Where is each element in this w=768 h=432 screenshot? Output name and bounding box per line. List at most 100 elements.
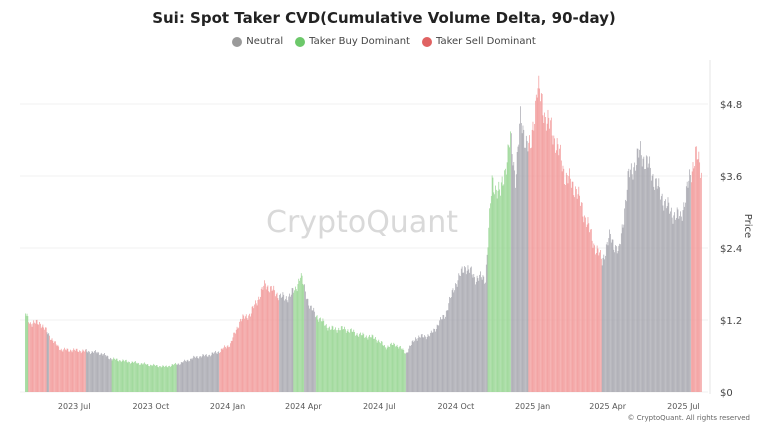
bar-neutral	[280, 293, 281, 392]
bar-buy	[385, 347, 386, 392]
bar-neutral	[200, 357, 202, 392]
bar-neutral	[630, 169, 631, 392]
bar-neutral	[471, 274, 473, 392]
bar-neutral	[474, 277, 475, 392]
bar-buy	[395, 346, 396, 392]
bar-buy	[389, 346, 390, 392]
bar-sell	[563, 168, 565, 392]
bar-neutral	[483, 276, 485, 392]
bar-sell	[559, 148, 560, 392]
bar-sell	[530, 148, 531, 392]
bar-sell	[68, 351, 70, 392]
bar-neutral	[210, 356, 211, 392]
bar-neutral	[180, 364, 181, 392]
bar-neutral	[618, 245, 620, 392]
bar-buy	[158, 367, 160, 392]
bar-neutral	[286, 300, 288, 392]
bar-buy	[317, 319, 319, 392]
bar-neutral	[677, 209, 679, 392]
bar-sell	[32, 323, 34, 392]
bar-sell	[268, 291, 270, 392]
bar-sell	[695, 146, 696, 392]
bar-sell	[537, 88, 539, 392]
bar-neutral	[515, 187, 516, 392]
bar-buy	[331, 325, 333, 392]
bar-buy	[175, 362, 176, 392]
bar-buy	[350, 328, 352, 392]
bar-sell	[274, 290, 275, 392]
bar-buy	[509, 147, 510, 392]
bar-buy	[487, 247, 489, 392]
bar-buy	[171, 364, 173, 392]
legend-item-neutral[interactable]: Neutral	[232, 36, 283, 47]
bar-neutral	[217, 352, 219, 392]
bar-sell	[30, 322, 31, 392]
bar-neutral	[213, 353, 215, 392]
bar-neutral	[102, 355, 104, 392]
bar-sell	[550, 117, 552, 393]
bar-buy	[401, 349, 403, 392]
bar-neutral	[511, 154, 513, 392]
bar-neutral	[193, 355, 195, 392]
bar-sell	[220, 348, 222, 392]
y-tick-label: $3.6	[720, 172, 742, 183]
bar-neutral	[107, 356, 109, 392]
bar-neutral	[670, 207, 672, 392]
bar-neutral	[108, 358, 110, 392]
bar-neutral	[602, 257, 604, 392]
bar-sell	[53, 342, 55, 392]
bar-buy	[395, 346, 397, 392]
bar-buy	[123, 360, 125, 392]
bar-buy	[121, 361, 123, 392]
bar-neutral	[454, 290, 455, 392]
bar-neutral	[615, 246, 617, 392]
bar-sell	[275, 296, 276, 392]
bar-buy	[380, 341, 382, 392]
bar-neutral	[100, 352, 102, 392]
bar-buy	[300, 277, 301, 392]
bar-neutral	[436, 324, 438, 392]
bar-sell	[248, 315, 250, 392]
bar-sell	[555, 152, 556, 392]
bar-buy	[396, 344, 398, 392]
bar-sell	[58, 346, 60, 392]
bar-buy	[122, 359, 124, 392]
bar-buy	[340, 326, 342, 392]
bar-neutral	[197, 358, 199, 392]
legend-label: Taker Buy Dominant	[309, 36, 410, 47]
bar-neutral	[640, 141, 641, 392]
bar-neutral	[427, 334, 429, 392]
bar-sell	[531, 129, 533, 392]
bar-neutral	[435, 331, 436, 392]
bar-sell	[82, 349, 84, 392]
bar-sell	[596, 245, 598, 392]
x-tick-label: 2023 Jul	[58, 402, 91, 411]
bar-neutral	[681, 220, 683, 392]
bar-sell	[545, 116, 546, 393]
bar-neutral	[430, 330, 432, 392]
legend-item-sell[interactable]: Taker Sell Dominant	[421, 36, 536, 47]
bar-sell	[224, 345, 225, 392]
bar-sell	[535, 94, 537, 392]
bar-neutral	[457, 280, 459, 392]
bar-neutral	[627, 171, 629, 392]
bar-buy	[323, 320, 325, 392]
bar-neutral	[645, 168, 646, 392]
bar-buy	[296, 291, 298, 392]
bar-buy	[393, 342, 395, 392]
bar-buy	[500, 195, 501, 392]
bar-buy	[335, 330, 337, 392]
legend-item-buy[interactable]: Taker Buy Dominant	[295, 36, 410, 47]
bar-neutral	[458, 273, 460, 392]
x-tick-label: 2025 Apr	[589, 402, 626, 411]
bar-buy	[492, 177, 494, 392]
bar-sell	[533, 130, 535, 392]
bar-sell	[593, 243, 595, 392]
bar-neutral	[685, 202, 686, 392]
bar-buy	[488, 227, 490, 392]
bar-buy	[168, 366, 170, 392]
bar-neutral	[658, 178, 660, 392]
bar-neutral	[456, 286, 458, 392]
bar-buy	[162, 365, 164, 392]
bar-neutral	[637, 148, 639, 392]
